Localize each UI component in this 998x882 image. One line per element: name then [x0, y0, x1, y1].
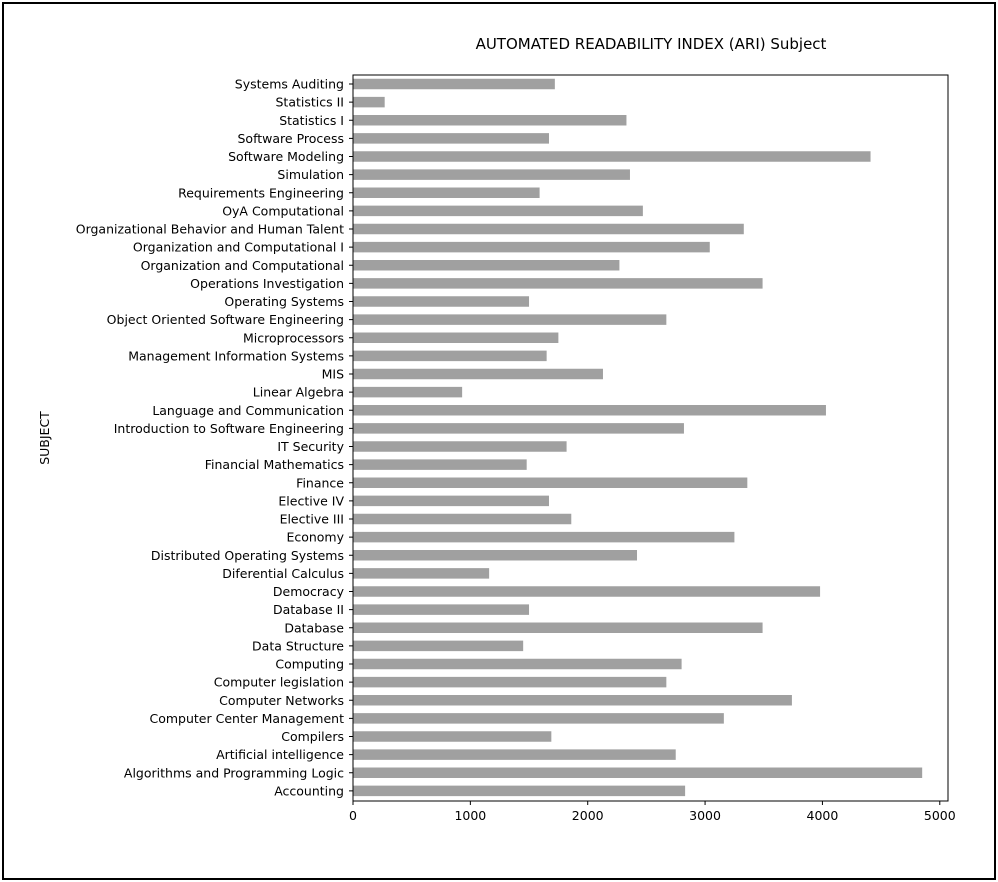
bar — [353, 531, 735, 543]
y-tick-label: OyA Computational — [222, 203, 344, 218]
bar — [353, 459, 527, 470]
y-tick-label: Artificial intelligence — [216, 747, 344, 762]
y-tick-label: Distributed Operating Systems — [151, 548, 344, 563]
y-tick-label: Data Structure — [252, 638, 344, 653]
bar — [353, 713, 724, 724]
y-tick-label: Introduction to Software Engineering — [114, 421, 344, 436]
y-tick-label: Elective III — [280, 512, 344, 527]
bar — [353, 78, 555, 90]
y-tick-label: Software Process — [238, 131, 345, 146]
y-tick-label: Statistics I — [279, 113, 344, 128]
bar — [353, 405, 826, 416]
y-tick-label: Database — [284, 620, 344, 635]
bar — [353, 260, 620, 271]
bar — [353, 441, 567, 452]
y-tick-label: Elective IV — [278, 493, 344, 508]
y-tick-label: Diferential Calculus — [222, 566, 344, 581]
y-tick-label: Requirements Engineering — [178, 185, 344, 200]
bar — [353, 513, 572, 525]
bar — [353, 749, 676, 760]
y-tick-label: Accounting — [274, 783, 344, 798]
bar — [353, 296, 530, 307]
y-tick-label: MIS — [322, 367, 344, 382]
bar — [353, 495, 549, 507]
bar — [353, 731, 552, 742]
bar — [353, 676, 667, 688]
y-tick-label: Systems Auditing — [235, 77, 344, 92]
bar — [353, 622, 763, 633]
bar — [353, 187, 540, 198]
y-tick-label: Organization and Computational I — [133, 240, 344, 255]
bar — [353, 314, 667, 325]
bar — [353, 658, 682, 670]
x-tick-label: 5000 — [924, 808, 956, 823]
y-tick-label: Compilers — [281, 729, 344, 744]
bar — [353, 96, 385, 108]
y-tick-label: Computer legislation — [214, 675, 344, 690]
x-tick-label: 1000 — [454, 808, 486, 823]
x-tick-label: 0 — [349, 808, 357, 823]
x-ticks-group: 0 1000 2000 3000 4000 5000 — [349, 801, 956, 823]
x-tick-label: 2000 — [572, 808, 604, 823]
bar — [353, 169, 630, 180]
bar — [353, 477, 748, 488]
bar — [353, 695, 792, 706]
y-tick-label: Financial Mathematics — [205, 457, 344, 472]
bar — [353, 550, 638, 561]
bar — [353, 423, 684, 434]
bar — [353, 278, 763, 289]
chart-title: AUTOMATED READABILITY INDEX (ARI) Subjec… — [476, 35, 827, 53]
bar — [353, 350, 547, 362]
bars-group — [353, 78, 923, 797]
y-tick-label: Management Information Systems — [128, 348, 344, 363]
y-ticks-group: Systems Auditing Statistics II Statistics … — [76, 77, 353, 798]
y-tick-label: Computer Networks — [219, 693, 344, 708]
y-tick-label: Operations Investigation — [190, 276, 344, 291]
bar — [353, 151, 871, 162]
bar — [353, 785, 686, 797]
y-tick-label: Democracy — [273, 584, 345, 599]
bar — [353, 386, 463, 398]
x-tick-label: 3000 — [689, 808, 721, 823]
bar — [353, 640, 524, 652]
y-tick-label: Microprocessors — [243, 330, 344, 345]
bar — [353, 368, 603, 380]
y-axis-label: SUBJECT — [37, 411, 52, 465]
y-tick-label: Statistics II — [276, 95, 345, 110]
y-tick-label: IT Security — [277, 439, 344, 454]
y-tick-label: Language and Communication — [152, 403, 344, 418]
y-tick-label: Computing — [275, 657, 344, 672]
y-tick-label: Object Oriented Software Engineering — [107, 312, 344, 327]
y-tick-label: Computer Center Management — [149, 711, 344, 726]
bar — [353, 205, 643, 217]
y-tick-label: Database II — [273, 602, 344, 617]
bar — [353, 767, 923, 778]
y-tick-label: Software Modeling — [228, 149, 344, 164]
y-tick-label: Linear Algebra — [253, 385, 344, 400]
bar — [353, 133, 549, 144]
y-tick-label: Organizational Behavior and Human Talent — [76, 222, 344, 237]
bar — [353, 604, 530, 615]
plot-area — [352, 74, 949, 802]
bar — [353, 568, 490, 579]
y-tick-label: Organization and Computational — [141, 258, 344, 273]
bar — [353, 241, 710, 253]
bar — [353, 223, 744, 235]
y-tick-label: Simulation — [277, 167, 344, 182]
y-tick-label: Finance — [296, 475, 344, 490]
bar — [353, 332, 559, 343]
y-tick-label: Algorithms and Programming Logic — [124, 765, 344, 780]
y-tick-label: Operating Systems — [224, 294, 344, 309]
y-tick-label: Economy — [286, 530, 344, 545]
x-tick-label: 4000 — [807, 808, 839, 823]
bar — [353, 115, 627, 126]
bar — [353, 586, 821, 597]
